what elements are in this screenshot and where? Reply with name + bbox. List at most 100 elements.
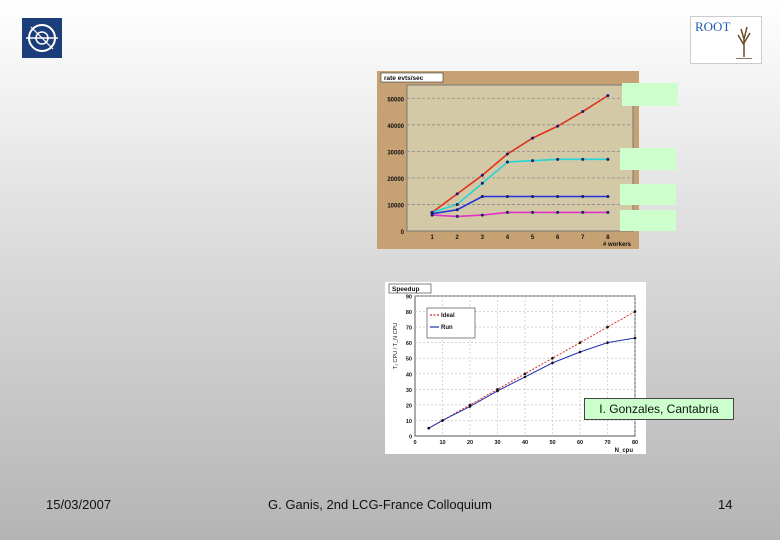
credit-label: I. Gonzales, Cantabria — [584, 398, 734, 420]
data-point — [523, 375, 527, 379]
data-point — [581, 194, 585, 198]
x-tick-label: 4 — [506, 235, 510, 241]
y-tick-label: 70 — [406, 326, 412, 332]
y-tick-label: 30000 — [387, 150, 404, 156]
x-tick-label: 20 — [467, 440, 473, 446]
cern-logo — [22, 18, 62, 58]
data-point — [455, 192, 459, 196]
legend-label-run: Run — [441, 325, 453, 331]
data-point — [480, 213, 484, 217]
data-point — [606, 325, 609, 329]
data-point — [468, 405, 472, 408]
x-axis-label: N_cpu — [615, 448, 634, 454]
x-tick-label: 70 — [604, 440, 610, 446]
data-point — [556, 194, 560, 198]
chart-title: Speedup — [392, 286, 419, 293]
data-point — [578, 350, 582, 354]
y-tick-label: 80 — [406, 310, 412, 316]
data-point — [531, 159, 535, 163]
data-point — [531, 210, 535, 214]
x-tick-label: 3 — [481, 235, 485, 241]
x-tick-label: 7 — [581, 235, 585, 241]
legend-swatch-1 — [622, 83, 678, 106]
data-point — [505, 194, 509, 198]
data-point — [551, 361, 554, 365]
data-point — [581, 157, 585, 161]
data-point — [480, 173, 484, 177]
data-point — [430, 213, 434, 217]
plot-area — [406, 84, 634, 232]
data-point — [606, 210, 610, 214]
data-point — [556, 210, 560, 214]
data-point — [606, 341, 609, 344]
data-point — [427, 426, 431, 430]
y-tick-label: 90 — [406, 295, 412, 301]
x-tick-label: 2 — [456, 235, 460, 241]
data-point — [581, 110, 585, 114]
y-tick-label: 10000 — [387, 203, 404, 209]
data-point — [441, 419, 444, 422]
data-point — [496, 389, 499, 393]
y-tick-label: 10 — [406, 419, 412, 425]
legend-label-ideal: Ideal — [441, 313, 455, 319]
data-point — [556, 124, 560, 128]
data-point — [606, 157, 610, 161]
x-tick-label: 6 — [556, 235, 560, 241]
y-tick-label: 0 — [401, 230, 405, 236]
data-point — [633, 336, 637, 340]
data-point — [505, 160, 509, 164]
y-tick-label: 40000 — [387, 124, 404, 130]
rate-chart-panel: 0 10000 20000 30000 40000 50000 1 2 3 4 5 6 7 8 # work… — [377, 71, 639, 249]
data-point — [531, 136, 535, 140]
data-point — [505, 152, 509, 156]
footer-date: 15/03/2007 — [46, 497, 112, 512]
y-tick-label: 40 — [406, 372, 412, 378]
legend-swatch-3 — [620, 184, 676, 205]
data-point — [455, 214, 459, 218]
data-point — [551, 356, 554, 360]
data-point — [455, 208, 459, 212]
chart-title-box — [380, 72, 444, 83]
x-tick-label: 0 — [413, 440, 416, 446]
x-tick-label: 1 — [430, 235, 434, 241]
series-line-3 — [431, 195, 608, 215]
y-tick-label: 60 — [406, 341, 412, 347]
series-line-4 — [432, 211, 608, 218]
series-line-1 — [431, 94, 609, 214]
y-tick-label: 0 — [409, 435, 412, 441]
data-point — [556, 157, 560, 161]
x-tick-label: 60 — [577, 440, 583, 446]
root-logo: ROOT — [690, 16, 762, 64]
y-tick-label: 30 — [406, 388, 412, 394]
data-point — [531, 194, 535, 198]
legend-box — [426, 307, 476, 339]
x-tick-label: 10 — [439, 440, 445, 446]
x-axis-label: # workers — [603, 242, 632, 248]
data-point — [505, 210, 509, 214]
footer-title: G. Ganis, 2nd LCG-France Colloquium — [268, 497, 492, 512]
x-tick-label: 30 — [494, 440, 500, 446]
y-tick-label: 20000 — [387, 177, 404, 183]
data-point — [606, 94, 610, 98]
data-point — [455, 202, 459, 206]
x-tick-label: 50 — [549, 440, 555, 446]
x-tick-label: 8 — [606, 235, 610, 241]
y-tick-label: 20 — [406, 403, 412, 409]
legend-swatch-2 — [620, 148, 676, 170]
data-point — [581, 210, 585, 214]
chart-title: rate evts/sec — [384, 75, 424, 82]
data-point — [606, 194, 610, 198]
data-point — [480, 181, 484, 185]
chart-title-box — [388, 283, 432, 294]
x-tick-label: 80 — [632, 440, 638, 446]
data-point — [480, 194, 484, 198]
footer-page-number: 14 — [718, 497, 733, 512]
x-tick-label: 5 — [531, 235, 535, 241]
data-point — [578, 341, 582, 344]
y-tick-label: 50 — [406, 357, 412, 363]
rate-chart: 0 10000 20000 30000 40000 50000 1 2 3 4 5 6 7 8# work… — [380, 72, 634, 248]
y-axis-label: T₁ CPU / T_N CPU — [393, 323, 399, 369]
speedup-chart: 0 10 20 30 40 50 60 70 80 90 0 10 20 30 40 50 60 70 80 N_cp… — [388, 283, 638, 454]
x-tick-label: 40 — [522, 440, 528, 446]
y-tick-label: 50000 — [387, 97, 404, 103]
